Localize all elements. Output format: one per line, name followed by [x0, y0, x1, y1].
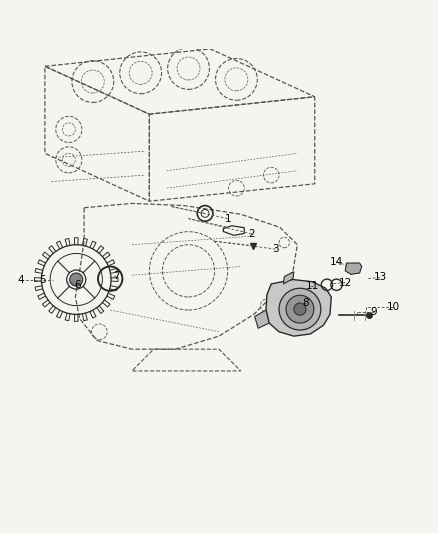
Polygon shape [345, 263, 362, 274]
Text: 2: 2 [248, 229, 255, 239]
Text: 11: 11 [306, 281, 319, 291]
Text: 9: 9 [370, 307, 377, 317]
Text: 13: 13 [374, 272, 387, 282]
Text: 1: 1 [224, 214, 231, 224]
Polygon shape [266, 279, 331, 336]
Text: 14: 14 [330, 257, 343, 267]
Text: 5: 5 [39, 274, 46, 285]
Polygon shape [254, 310, 269, 328]
Text: 7: 7 [113, 271, 120, 281]
Text: 3: 3 [272, 244, 279, 254]
Text: 10: 10 [386, 302, 399, 312]
Text: 4: 4 [18, 274, 24, 285]
Text: 6: 6 [74, 280, 81, 290]
Text: 12: 12 [339, 278, 352, 288]
Circle shape [279, 288, 321, 330]
Circle shape [294, 303, 306, 315]
Circle shape [70, 273, 83, 286]
Text: 8: 8 [303, 298, 309, 309]
Polygon shape [283, 272, 294, 284]
Circle shape [286, 295, 314, 323]
